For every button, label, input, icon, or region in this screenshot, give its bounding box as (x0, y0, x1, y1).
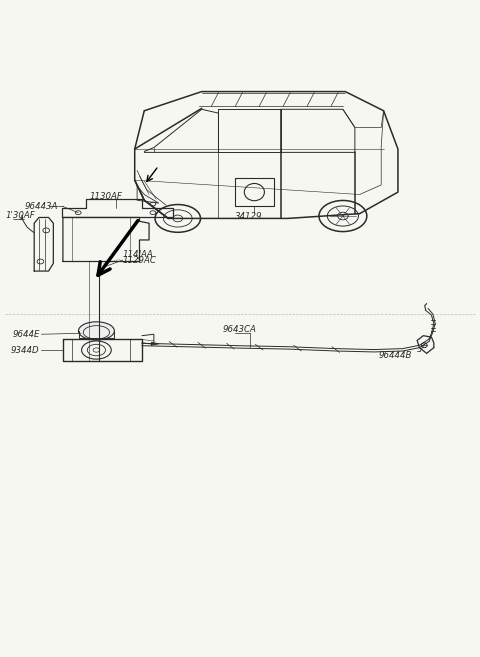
Ellipse shape (78, 322, 114, 340)
Text: 9344D: 9344D (10, 346, 39, 355)
Text: 96443A: 96443A (24, 202, 58, 211)
Text: 1'30AF: 1'30AF (5, 211, 35, 220)
Text: 96444B: 96444B (379, 351, 412, 360)
Text: 1129AC: 1129AC (123, 256, 156, 265)
Text: 34129: 34129 (235, 212, 263, 221)
Bar (235, 178, 274, 206)
Text: 1130AF: 1130AF (89, 193, 122, 202)
Text: 9644E: 9644E (12, 330, 40, 339)
Text: 114JAA: 114JAA (123, 250, 154, 259)
Text: 9643CA: 9643CA (222, 325, 256, 334)
